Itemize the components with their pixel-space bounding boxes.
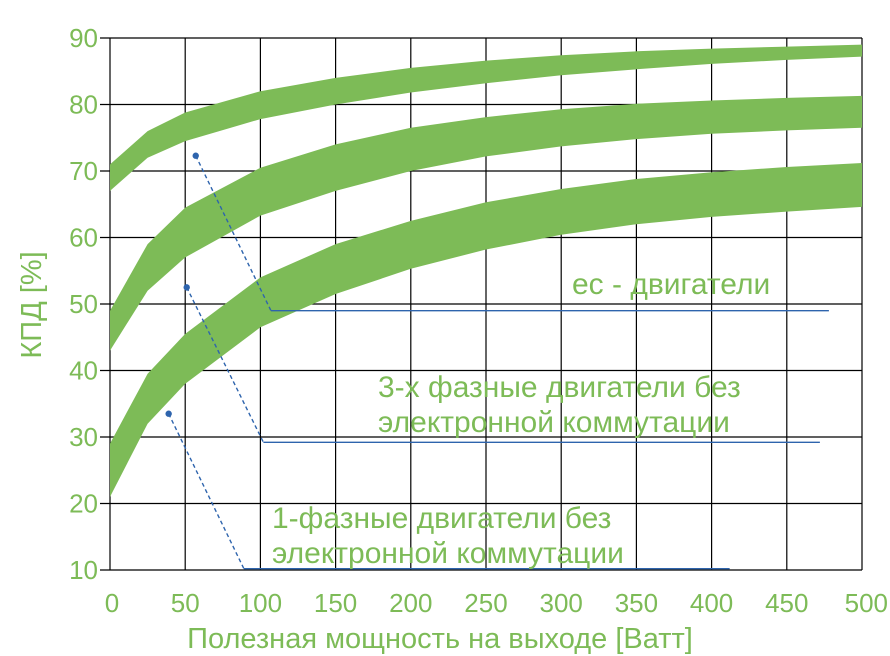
y-tick-label-80: 80 — [69, 90, 98, 120]
x-tick-label-50: 50 — [171, 588, 200, 618]
leader-3phase-dot — [183, 284, 190, 291]
x-tick-labels: 0 50 100 150 200 250 300 350 400 450 500 — [105, 588, 888, 618]
label-1phase-line2: электронной коммутации — [272, 537, 624, 570]
leader-ec-dashed — [195, 155, 272, 311]
y-axis-title: КПД [%] — [16, 251, 48, 358]
x-tick-label-400: 400 — [690, 588, 733, 618]
band-1phase-motors — [110, 163, 862, 497]
leader-1phase-dot — [165, 410, 172, 417]
band-3phase-motors — [110, 95, 862, 351]
label-1phase-line1: 1-фазные двигатели без — [272, 502, 611, 535]
leader-lines — [165, 152, 829, 570]
label-ec-motors: ec - двигатели — [572, 268, 770, 301]
band-ec-motors — [110, 44, 862, 191]
x-tick-label-450: 450 — [765, 588, 808, 618]
x-tick-label-0: 0 — [105, 588, 119, 618]
y-tick-label-20: 20 — [69, 489, 98, 519]
x-axis-title: Полезная мощность на выходе [Ватт] — [187, 623, 693, 655]
y-tick-label-30: 30 — [69, 422, 98, 452]
y-tick-label-60: 60 — [69, 223, 98, 253]
y-tick-label-40: 40 — [69, 356, 98, 386]
efficiency-bands — [110, 44, 862, 497]
y-tick-label-10: 10 — [69, 555, 98, 585]
label-3phase-line2: электронной коммутации — [378, 406, 730, 439]
leader-3phase-dashed — [186, 287, 265, 443]
x-tick-label-300: 300 — [540, 588, 583, 618]
x-tick-label-350: 350 — [615, 588, 658, 618]
leader-1phase-dashed — [168, 413, 245, 569]
x-tick-label-500: 500 — [845, 588, 888, 618]
leader-ec-dot — [192, 152, 199, 159]
x-tick-label-150: 150 — [314, 588, 357, 618]
x-tick-label-250: 250 — [464, 588, 507, 618]
y-tick-label-50: 50 — [69, 289, 98, 319]
y-tick-label-70: 70 — [69, 156, 98, 186]
y-tick-labels: 10 20 30 40 50 60 70 80 90 — [69, 23, 98, 585]
label-3phase-line1: 3-х фазные двигатели без — [378, 371, 741, 404]
y-tick-label-90: 90 — [69, 23, 98, 53]
x-tick-label-200: 200 — [389, 588, 432, 618]
x-tick-label-100: 100 — [239, 588, 282, 618]
